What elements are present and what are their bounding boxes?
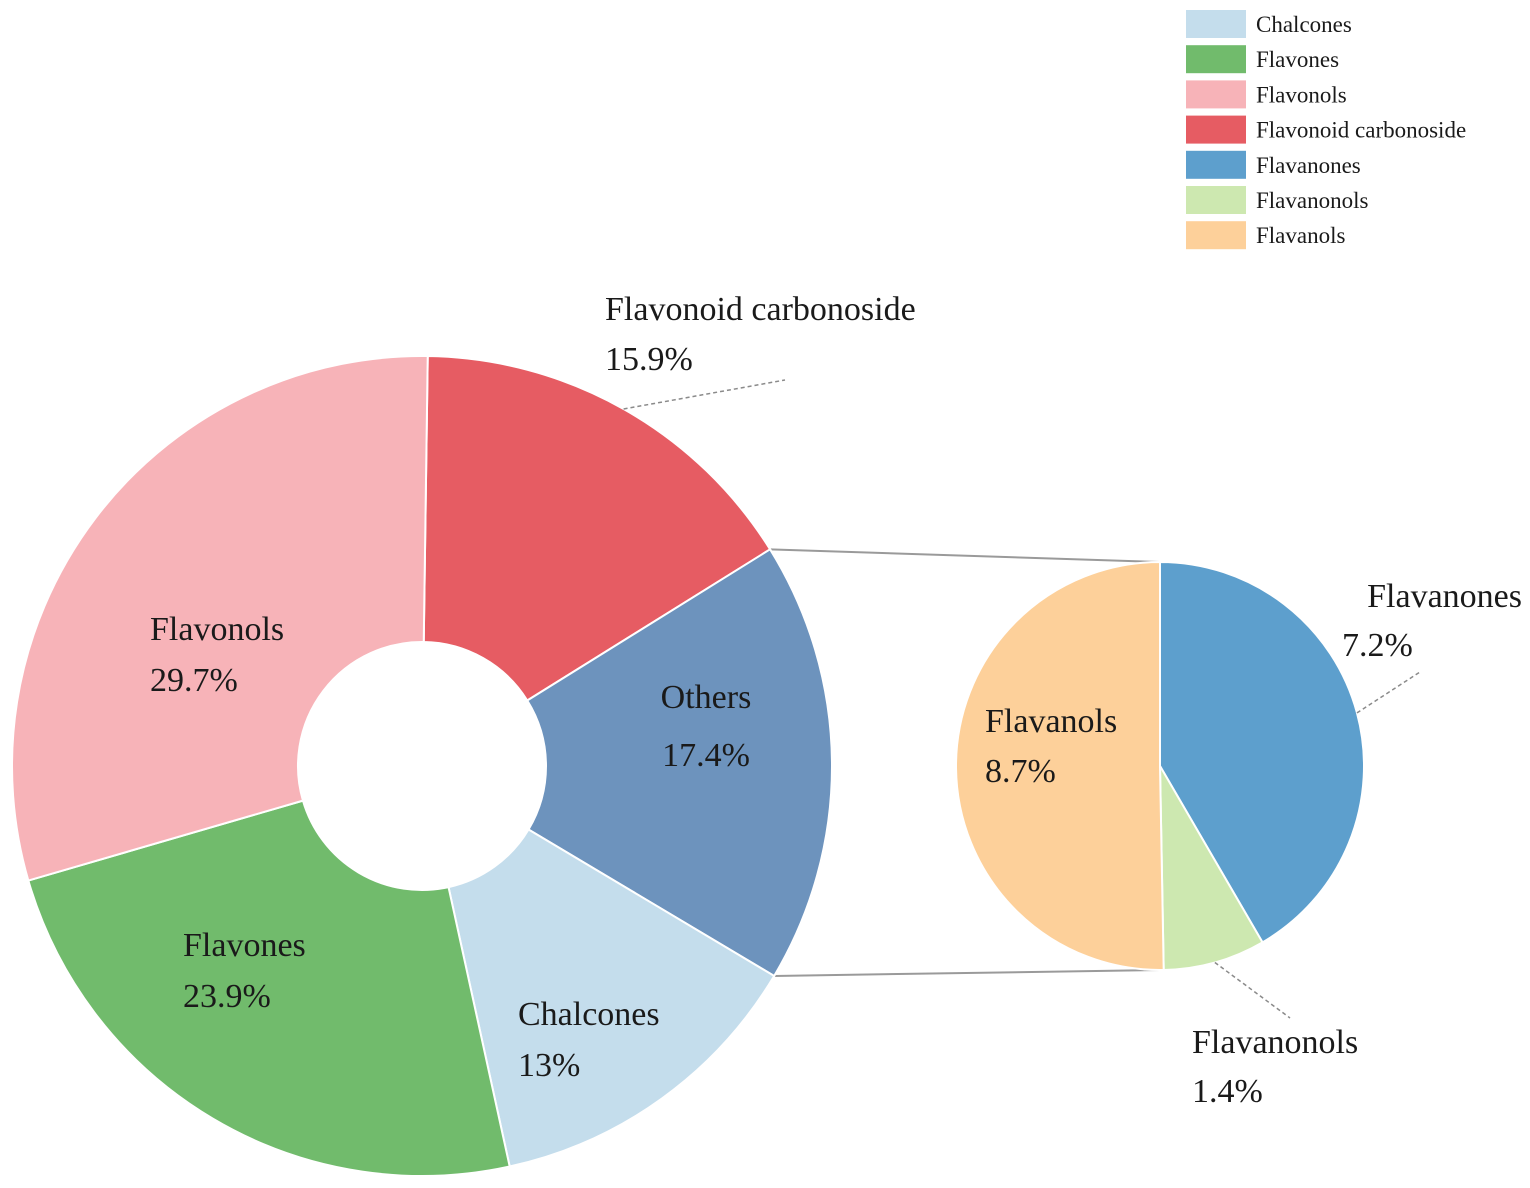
label-flavones: Flavones	[183, 927, 306, 964]
breakdown-pie-chart	[955, 560, 1365, 971]
value-flavonols: 29.7%	[150, 662, 238, 699]
main-donut-chart	[11, 355, 833, 1177]
legend-label-flavones: Flavones	[1256, 47, 1339, 72]
label-flavonoid-carbonoside: Flavonoid carbonoside	[605, 291, 916, 328]
legend-label-chalcones: Chalcones	[1256, 12, 1352, 37]
leader-line-flavonoid-carbonoside	[623, 379, 786, 410]
leader-line-flavanones	[1356, 671, 1421, 714]
legend-label-flavanonols: Flavanonols	[1256, 188, 1368, 213]
legend-swatch-flavonols	[1186, 80, 1246, 109]
legend: Chalcones Flavones Flavonols Flavonoid carb…	[1186, 10, 1466, 250]
slice-flavanols	[955, 560, 1165, 971]
data-labels: Flavonols 29.7% Flavones 23.9% Chalcones 13% O…	[150, 291, 1522, 1110]
legend-label-flavanones: Flavanones	[1256, 153, 1361, 178]
value-flavonoid-carbonoside: 15.9%	[605, 341, 693, 378]
legend-label-flavonols: Flavonols	[1256, 82, 1347, 107]
value-flavanols: 8.7%	[985, 753, 1056, 790]
legend-swatch-chalcones	[1186, 10, 1246, 38]
label-flavanonols: Flavanonols	[1192, 1024, 1358, 1061]
legend-item-flavonols: Flavonols	[1186, 80, 1347, 109]
label-flavonols: Flavonols	[150, 611, 284, 648]
legend-swatch-flavanones	[1186, 150, 1246, 179]
value-flavanonols: 1.4%	[1192, 1073, 1263, 1110]
value-others: 17.4%	[662, 737, 750, 774]
slice-flavonoid-carbonoside	[422, 355, 772, 702]
label-chalcones: Chalcones	[518, 996, 660, 1033]
value-chalcones: 13%	[518, 1047, 580, 1084]
legend-label-flavonoid-carbonoside: Flavonoid carbonoside	[1256, 118, 1466, 143]
legend-swatch-flavanols	[1186, 221, 1246, 250]
legend-swatch-flavanonols	[1186, 186, 1246, 214]
slice-flavanonols	[1158, 762, 1264, 971]
label-others: Others	[661, 679, 752, 716]
connector-line-top	[770, 548, 1161, 563]
legend-item-flavanones: Flavanones	[1186, 150, 1361, 179]
legend-item-flavanonols: Flavanonols	[1186, 186, 1368, 214]
legend-swatch-flavonoid-carbonoside	[1186, 115, 1246, 144]
legend-item-flavanols: Flavanols	[1186, 221, 1345, 250]
slice-flavonols	[11, 355, 429, 882]
label-flavanols: Flavanols	[985, 703, 1117, 740]
legend-swatch-flavones	[1186, 45, 1246, 74]
connector-lines	[770, 548, 1161, 977]
value-flavones: 23.9%	[183, 978, 271, 1015]
legend-item-flavones: Flavones	[1186, 45, 1339, 74]
value-flavanones: 7.2%	[1342, 627, 1413, 664]
label-flavanones: Flavanones	[1367, 578, 1522, 615]
slice-others	[525, 547, 833, 978]
connector-line-bottom	[774, 969, 1161, 977]
leader-line-flavanonols	[1214, 961, 1291, 1019]
slice-chalcones	[447, 828, 776, 1168]
slice-flavones	[27, 799, 511, 1177]
legend-label-flavanols: Flavanols	[1256, 223, 1345, 248]
slice-flavanones	[1159, 560, 1365, 944]
legend-item-flavonoid-carbonoside: Flavonoid carbonoside	[1186, 115, 1466, 144]
legend-item-chalcones: Chalcones	[1186, 10, 1352, 38]
